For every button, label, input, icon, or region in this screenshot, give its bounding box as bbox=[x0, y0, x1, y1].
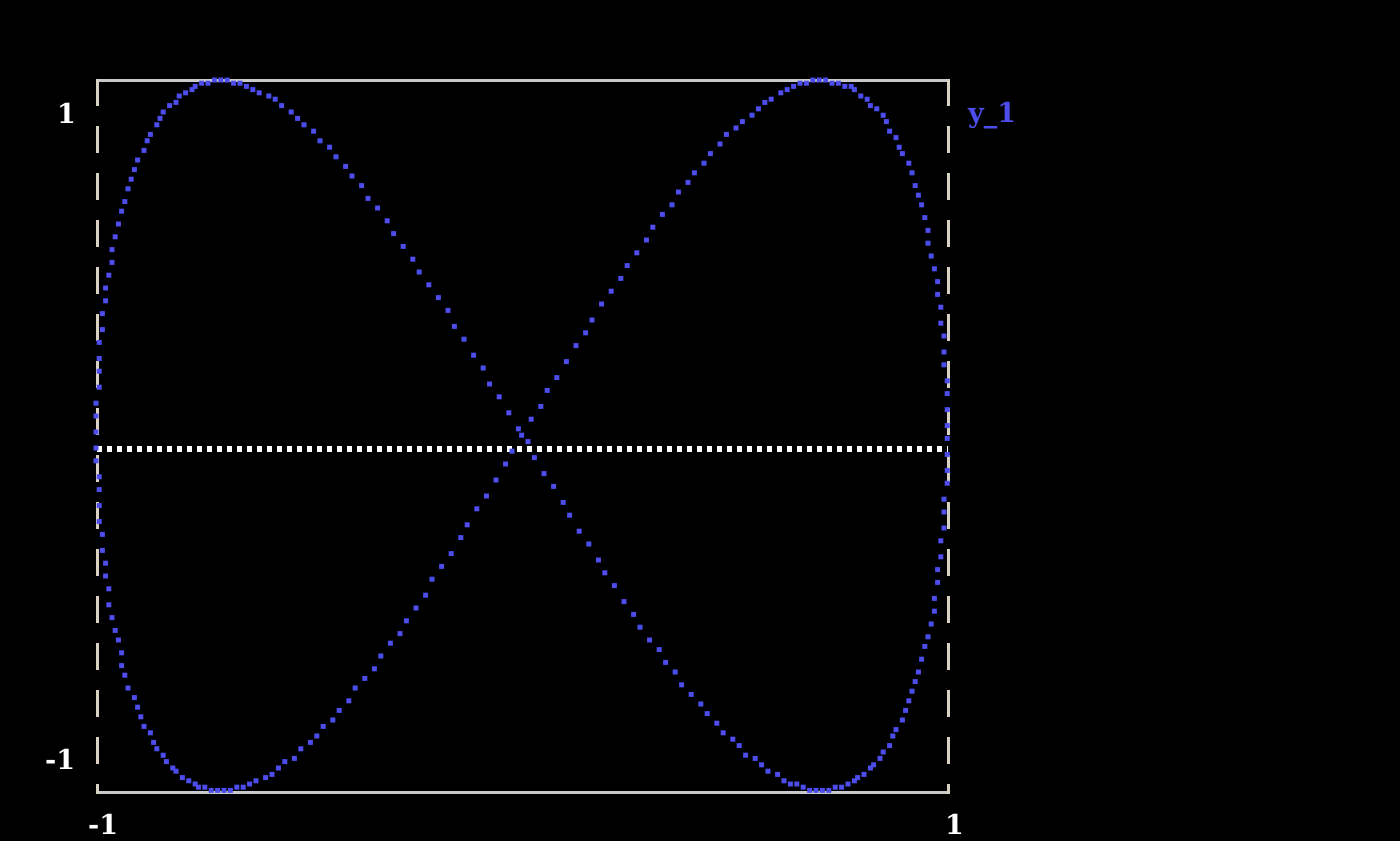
zero-reference-line bbox=[97, 446, 948, 452]
x-axis-tick-min: -1 bbox=[88, 810, 118, 841]
legend-entry-y-1: y_1 bbox=[968, 98, 1016, 129]
y-axis-right-dashed bbox=[947, 79, 950, 794]
plot-frame-bottom bbox=[96, 791, 949, 794]
y-axis-tick-min: -1 bbox=[45, 745, 75, 776]
y-axis-tick-max: 1 bbox=[57, 99, 76, 130]
plot-frame-top bbox=[96, 79, 949, 82]
y-axis-left-dashed bbox=[96, 79, 99, 794]
x-axis-tick-max: 1 bbox=[945, 810, 964, 841]
series-y-1-points bbox=[93, 77, 950, 793]
